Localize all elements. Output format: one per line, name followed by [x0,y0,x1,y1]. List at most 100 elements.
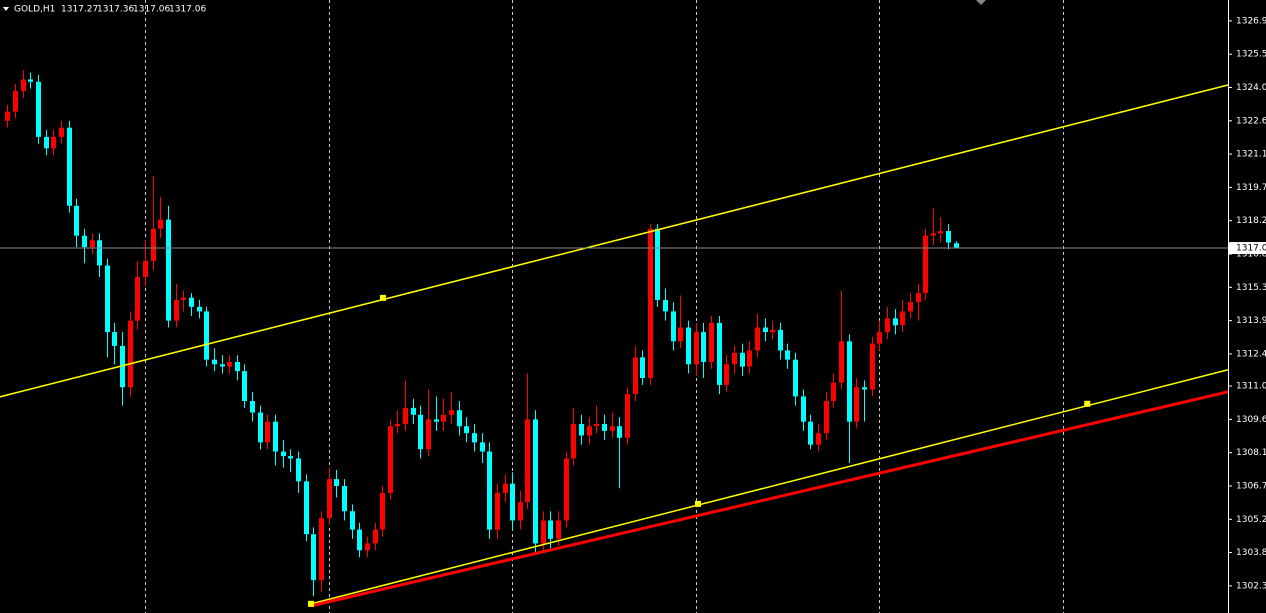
candle-body [938,231,943,234]
candle-body [143,260,148,277]
candle-body [227,361,232,367]
candle-body [548,520,553,539]
y-tick-label: 1322.60 [1236,116,1266,126]
candle-body [67,127,72,206]
candle-body [288,456,293,459]
y-tick-label: 1305.25 [1236,515,1266,525]
candle-body [403,407,408,424]
trend-line [310,369,1229,605]
candle-body [518,502,523,521]
y-tick-label: 1325.50 [1236,50,1266,60]
trend-anchor [695,500,702,507]
candle-body [365,543,370,551]
candle-body [870,343,875,390]
candle-body [564,458,569,521]
candle-body [373,529,378,544]
candle-body [732,352,737,365]
candle-body [648,228,653,379]
candle-body [97,240,102,266]
trend-line [310,390,1229,608]
y-tick-label: 1303.80 [1236,548,1266,558]
candle-body [174,299,179,321]
y-tick-label: 1311.05 [1236,382,1266,392]
candle-body [265,421,270,443]
candle-body [533,419,538,544]
candle-body [212,359,217,365]
candle-body [112,332,117,346]
y-tick-label: 1306.70 [1236,481,1266,491]
candle-body [556,520,561,539]
candle-body [357,529,362,551]
trend-anchor [1084,400,1091,407]
candle-body [480,442,485,452]
candle-body [740,352,745,367]
candle-body [587,426,592,436]
candle-body [457,410,462,427]
candle-body [250,401,255,413]
candle-body [411,407,416,415]
candle-body [808,421,813,445]
candle-body [686,327,691,365]
y-tick-label: 1326.95 [1236,16,1266,26]
trend-anchor [308,600,315,607]
candle-body [778,329,783,351]
candle-body [763,327,768,333]
candle-body [281,451,286,457]
candle-body [694,332,699,365]
candle-body [640,357,645,379]
trend-line [0,84,1229,398]
candle-body [28,79,33,82]
menu-triangle[interactable] [3,7,9,11]
candle-body [44,136,49,149]
candle-body [747,350,752,367]
y-tick-label: 1324.05 [1236,83,1266,93]
candle-body [854,387,859,422]
candle-body [877,332,882,344]
candle-body [296,458,301,482]
candle-body [181,297,186,300]
candle-body [128,320,133,388]
candle-body [235,361,240,372]
candle-body [885,318,890,333]
y-tick-label: 1308.15 [1236,448,1266,458]
plot-area [0,0,1229,613]
candle-body [120,345,125,388]
candle-body [617,426,622,438]
candle-body [36,81,41,137]
y-tick-label: 1313.90 [1236,316,1266,326]
candle-body [189,297,194,307]
candle-body [242,371,247,402]
trend-anchor [379,294,386,301]
candle-body [472,433,477,443]
header-high: 1317.36 [97,5,134,15]
y-tick-label: 1316.80 [1236,250,1266,260]
candle-body [380,492,385,530]
candle-body [449,410,454,415]
y-tick-label: 1318.25 [1236,216,1266,226]
candle-body [709,322,714,362]
candle-body [946,231,951,243]
candle-body [334,479,339,486]
candle-body [824,401,829,434]
candle-body [197,306,202,312]
y-tick-label: 1315.35 [1236,283,1266,293]
candle-body [220,364,225,367]
candle-body [862,387,867,390]
candle-body [388,426,393,493]
candle-body [503,483,508,493]
bid-label-box [1229,242,1266,255]
candle-body [426,419,431,450]
candle-body [678,327,683,342]
candle-body [395,423,400,427]
candle-body [5,111,10,121]
candle-body [51,136,56,149]
candle-body [204,311,209,360]
y-tick-label: 1309.60 [1236,415,1266,425]
candle-body [923,235,928,294]
candle-body [74,205,79,236]
candle-body [158,219,163,229]
bid-label: 1317.06 [1236,244,1266,254]
candle-body [594,423,599,427]
